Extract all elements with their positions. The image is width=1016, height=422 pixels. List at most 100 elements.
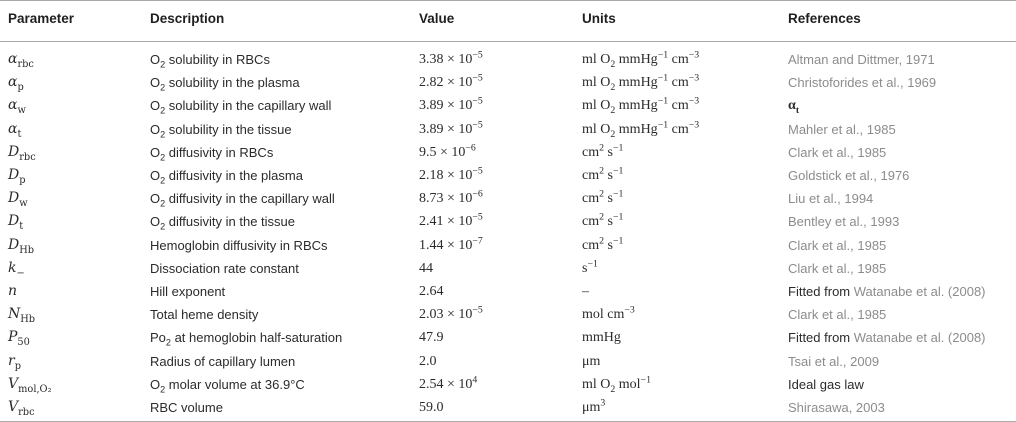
parameter-units: cm2 s−1: [582, 211, 624, 230]
value-exponent: −5: [472, 95, 483, 107]
value-exponent: −5: [472, 304, 483, 316]
parameter-symbol: αt: [8, 121, 21, 139]
table-row: Drbc O2 diffusivity in RBCs 9.5 × 10−6 cm2 …: [0, 141, 1016, 164]
parameter-description: Dissociation rate constant: [150, 260, 299, 277]
parameter-units: –: [582, 284, 589, 299]
table-header-row: Parameter Description Value Units Refere…: [0, 0, 1016, 41]
unit-script: −1: [657, 72, 669, 84]
value-exponent: −7: [472, 234, 483, 246]
table-row: rp Radius of capillary lumen 2.0 μm Tsai et …: [0, 350, 1016, 373]
description-subscript: 2: [160, 152, 166, 163]
value-mantissa: 2.64: [419, 284, 444, 299]
parameter-description: Hemoglobin diffusivity in RBCs: [150, 237, 328, 254]
symbol-subscript: w: [19, 197, 28, 209]
header-references: References: [788, 11, 861, 26]
unit-script: −1: [657, 95, 669, 107]
parameter-value: 44: [419, 260, 433, 277]
parameter-symbol: Drbc: [8, 144, 36, 162]
parameter-value: 2.03 × 10−5: [419, 304, 483, 323]
unit-script: −1: [657, 118, 669, 130]
table-row: NHb Total heme density 2.03 × 10−5 mol cm−3…: [0, 303, 1016, 326]
value-mantissa: 59.0: [419, 400, 444, 415]
parameter-units: μm3: [582, 397, 606, 415]
unit-script: 2: [610, 128, 616, 140]
reference-citation: Watanabe et al. (2008): [853, 284, 986, 299]
unit-script: −1: [587, 258, 598, 270]
parameter-description: O2 solubility in RBCs: [150, 51, 270, 70]
description-text: Po: [150, 330, 166, 346]
parameter-units: s−1: [582, 258, 598, 276]
unit-script: 2: [610, 105, 616, 117]
description-subscript: 2: [160, 59, 166, 70]
parameter-description: O2 molar volume at 36.9°C: [150, 376, 305, 395]
table-row: P50 Po2 at hemoglobin half-saturation 47.9…: [0, 326, 1016, 349]
unit-script: −1: [612, 188, 624, 200]
value-exponent: −5: [472, 165, 483, 177]
reference-citation: Watanabe et al. (2008): [853, 330, 986, 346]
parameter-reference: Shirasawa, 2003: [788, 399, 885, 416]
table-row: αrbc O2 solubility in RBCs 3.38 × 10−5 ml O…: [0, 48, 1016, 71]
parameter-value: 3.89 × 10−5: [419, 120, 483, 138]
description-text: Total heme density: [150, 307, 259, 323]
value-mantissa: 47.9: [419, 330, 444, 346]
parameter-symbol: NHb: [8, 306, 35, 324]
parameter-value: 2.82 × 10−5: [419, 72, 483, 91]
symbol-base: V: [8, 399, 19, 415]
reference-text: Christoforides et al., 1969: [788, 75, 937, 91]
value-exponent: −5: [472, 211, 483, 223]
table-row: Dt O2 diffusivity in the tissue 2.41 × 10−…: [0, 210, 1016, 233]
parameter-value: 3.38 × 10−5: [419, 49, 483, 68]
table-row: αt O2 solubility in the tissue 3.89 × 10−5…: [0, 118, 1016, 141]
description-text: O: [150, 121, 161, 137]
parameter-symbol: Vmol,O₂: [8, 376, 52, 394]
description-text: O: [150, 168, 161, 183]
value-mantissa: 2.0: [419, 353, 437, 369]
parameter-reference: Clark et al., 1985: [788, 237, 886, 254]
parameter-reference: Mahler et al., 1985: [788, 121, 896, 138]
symbol-subscript: w: [17, 105, 26, 117]
header-value: Value: [419, 11, 455, 26]
value-exponent: −6: [465, 142, 476, 154]
parameter-value: 8.73 × 10−6: [419, 189, 483, 207]
symbol-base: D: [8, 167, 20, 183]
parameter-reference: Clark et al., 1985: [788, 144, 886, 161]
value-mantissa: 3.89 × 10: [419, 98, 473, 114]
symbol-base: α: [8, 51, 18, 67]
parameter-description: O2 solubility in the plasma: [150, 74, 300, 92]
description-subscript: 2: [160, 175, 166, 186]
parameter-description: O2 solubility in the tissue: [150, 121, 292, 139]
value-exponent: −5: [472, 49, 483, 61]
reference-symbol: α: [788, 98, 796, 114]
unit-script: −3: [624, 304, 635, 316]
symbol-subscript: −: [16, 267, 25, 279]
parameter-reference: Fitted from Watanabe et al. (2008): [788, 283, 986, 300]
unit-script: 2: [610, 58, 616, 70]
parameter-symbol: Vrbc: [8, 399, 35, 418]
description-text: O: [150, 52, 161, 67]
description-text-rest: molar volume at 36.9°C: [165, 376, 305, 392]
symbol-subscript: p: [14, 360, 21, 372]
description-text-rest: diffusivity in RBCs: [165, 144, 274, 160]
table-row: Dw O2 diffusivity in the capillary wall 8.…: [0, 187, 1016, 210]
parameter-symbol: αrbc: [8, 51, 34, 69]
description-subscript: 2: [160, 384, 166, 395]
unit-script: −3: [688, 118, 700, 130]
unit-script: −1: [612, 234, 624, 246]
unit-script: −1: [612, 142, 624, 154]
table-row: αp O2 solubility in the plasma 2.82 × 10−5…: [0, 71, 1016, 94]
unit-script: −3: [688, 72, 700, 84]
unit-script: 2: [599, 211, 605, 223]
unit-script: 2: [599, 188, 605, 200]
description-text: O: [150, 75, 161, 91]
description-text-rest: diffusivity in the capillary wall: [165, 191, 335, 207]
table-top-rule: [0, 0, 1016, 1]
reference-text: Goldstick et al., 1976: [788, 168, 910, 183]
value-mantissa: 2.54 × 10: [419, 376, 473, 392]
parameter-value: 47.9: [419, 329, 444, 346]
reference-text: Clark et al., 1985: [788, 260, 887, 276]
symbol-subscript: rbc: [18, 406, 35, 418]
value-exponent: −5: [472, 72, 483, 84]
reference-text: Clark et al., 1985: [788, 237, 887, 253]
header-units: Units: [582, 11, 616, 26]
parameter-reference: Ideal gas law: [788, 376, 864, 393]
